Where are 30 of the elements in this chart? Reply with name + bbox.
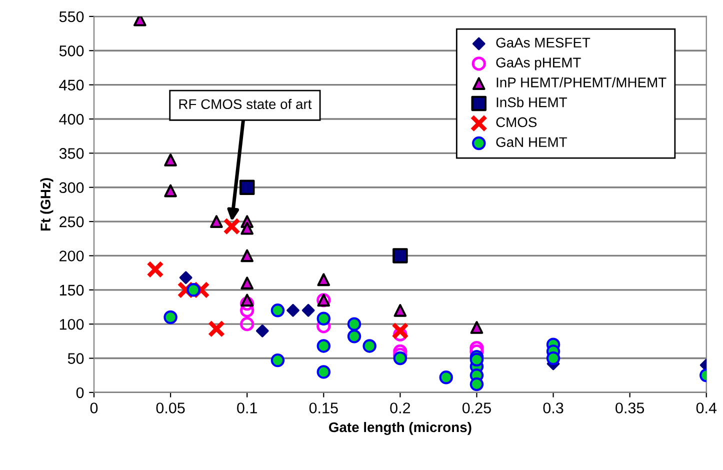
x-tick-label: 0.1 [237,402,257,414]
y-tick-label: 400 [59,114,84,125]
x-axis-title: Gate length (microns) [328,422,472,435]
x-tick-label: 0.4 [696,402,717,414]
annotation: RF CMOS state of art [179,98,312,110]
legend-label: GaN HEMT [496,137,567,148]
x-tick-label: 0.05 [156,402,185,414]
x-tick-label: 0 [90,402,98,414]
x-tick-label: 0.2 [390,402,410,414]
x-tick-label: 0.25 [462,402,491,414]
legend-label: GaAs pHEMT [496,58,581,70]
y-tick-label: 500 [59,46,84,56]
x-tick-label: 0.3 [543,402,564,414]
x-tick-label: 0.15 [309,402,338,414]
legend-label: CMOS [496,117,537,128]
y-tick-label: 350 [59,148,84,159]
legend-label: InSb HEMT [496,97,568,108]
y-tick-label: 150 [60,284,84,296]
y-tick-label: 250 [60,216,84,228]
y-tick-label: 0 [76,387,84,398]
y-tick-label: 450 [59,80,84,90]
y-tick-label: 200 [60,250,84,262]
legend-label: GaAs MESFET [496,38,590,48]
y-tick-label: 300 [59,182,84,194]
y-tick-label: 50 [68,353,84,364]
y-tick-label: 100 [60,318,84,330]
y-tick-label: 550 [59,11,84,22]
y-axis-title: Ft (GHz) [40,178,54,231]
legend-label: InP HEMT/PHEMT/MHEMT [496,77,666,88]
x-tick-label: 0.35 [616,402,644,414]
